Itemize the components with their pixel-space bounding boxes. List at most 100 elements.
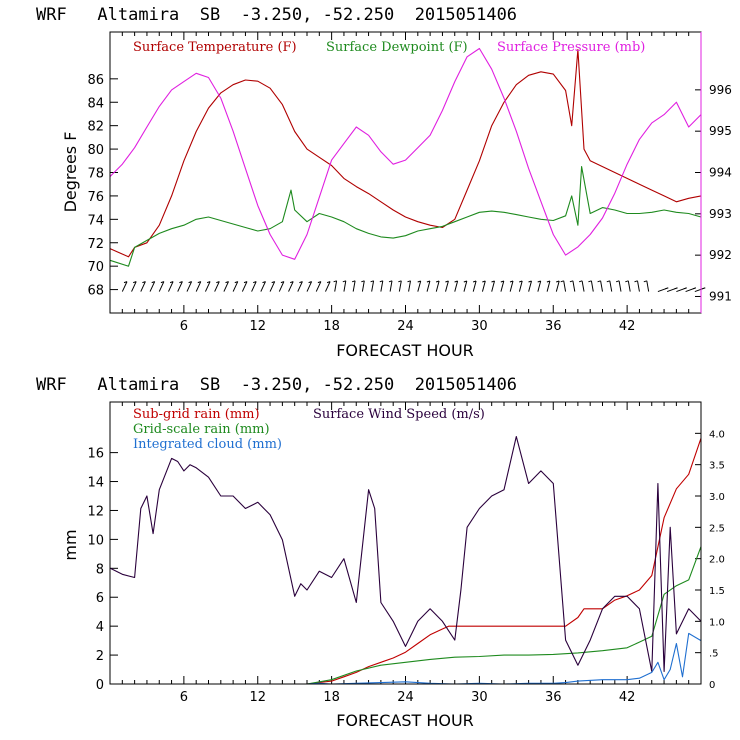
wind-barb <box>435 280 440 292</box>
x-tick-label: 42 <box>619 690 636 705</box>
y-tick-label: 72 <box>87 237 104 252</box>
wind-barb <box>260 281 266 292</box>
legend-surface-dewpoint: Surface Dewpoint (F) <box>326 40 468 55</box>
wind-barb <box>491 280 495 292</box>
wind-barb <box>518 280 523 292</box>
wind-barb <box>297 281 303 292</box>
wind-barb-flag <box>225 281 229 284</box>
wind-barb-flag <box>379 280 383 283</box>
wind-barb-flag <box>491 280 495 283</box>
wind-barb-flag <box>454 280 458 283</box>
wind-barb <box>334 280 338 292</box>
wind-barb-flag <box>342 280 346 283</box>
wind-barb <box>445 280 449 292</box>
y-tick-label: 74 <box>87 213 104 228</box>
wind-barb <box>140 281 146 292</box>
x-tick-label: 6 <box>180 319 188 334</box>
wind-barb <box>537 280 542 292</box>
wind-barb <box>581 280 585 292</box>
wind-barb <box>149 281 156 292</box>
wind-barb-flag <box>188 281 192 284</box>
legend-subgrid-rain: Sub-grid rain (mm) <box>133 407 260 422</box>
wind-barb-flag <box>674 287 678 290</box>
surface-temperature-f-line <box>109 49 702 258</box>
wind-barb-flag <box>299 281 303 284</box>
wind-barb-flag <box>472 280 477 283</box>
y2-tick-label: 993 <box>709 207 732 221</box>
y-tick-label: 76 <box>87 190 104 205</box>
wind-barb <box>380 280 384 292</box>
wind-barb <box>371 280 375 292</box>
wind-barb-flag <box>597 280 601 283</box>
wind-barb-flag <box>537 280 541 283</box>
wind-barb-flag <box>179 281 183 284</box>
surface-pressure-mb-line <box>109 47 702 260</box>
y-tick-label: 6 <box>96 591 104 606</box>
wind-barb-flag <box>123 281 128 284</box>
wind-barb-flag <box>370 280 374 283</box>
wind-barb-flag <box>333 280 337 283</box>
x-tick-label: 12 <box>249 690 266 705</box>
wind-barb-flag <box>326 281 331 284</box>
integrated-cloud-mm-line <box>110 632 702 685</box>
y-tick-label: 86 <box>87 73 104 88</box>
x-tick-label: 24 <box>397 319 414 334</box>
wind-barb-flag <box>280 281 285 284</box>
wind-barb-flag <box>169 281 174 284</box>
wind-barb <box>563 280 567 292</box>
x-tick-label: 24 <box>397 690 414 705</box>
y2-tick-label: 1.5 <box>709 586 725 597</box>
y2-tick-label: 2.5 <box>709 523 725 534</box>
wind-barb-flag <box>253 281 257 284</box>
wind-barb-flag <box>482 280 486 283</box>
wind-barb-flag <box>556 280 560 283</box>
panel2-frame <box>109 401 702 685</box>
wind-barb <box>546 280 551 292</box>
x-tick-label: 30 <box>471 690 488 705</box>
wind-barb-flag <box>702 287 706 290</box>
panel1-title: WRF Altamira SB -3.250, -52.250 20150514… <box>36 5 517 25</box>
wind-barb <box>500 280 505 292</box>
y-tick-label: 8 <box>96 562 104 577</box>
wind-barb <box>186 281 193 292</box>
y-tick-label: 14 <box>87 476 104 491</box>
wind-barbs <box>121 280 706 293</box>
wind-barb <box>251 281 257 292</box>
wind-barb <box>315 281 322 292</box>
y2-tick-label: 996 <box>709 83 732 97</box>
wind-barb <box>232 281 239 292</box>
wind-barb <box>278 281 285 292</box>
wind-barb <box>361 280 365 292</box>
wind-barb-flag <box>262 281 266 284</box>
wind-barb-flag <box>271 281 275 284</box>
wind-barb-flag <box>500 280 504 283</box>
wind-barb-flag <box>151 281 155 284</box>
x-tick-label: 12 <box>249 319 266 334</box>
x-tick-label: 18 <box>323 690 340 705</box>
x-tick-label: 30 <box>471 319 488 334</box>
wind-barb-flag <box>519 280 523 283</box>
y-tick-label: 16 <box>87 447 104 462</box>
y-tick-label: 0 <box>96 678 104 693</box>
wind-barb-flag <box>407 280 411 283</box>
wind-barb <box>618 280 622 292</box>
y2-tick-label: 992 <box>709 248 732 262</box>
panel1-xlabel: FORECAST HOUR <box>336 341 474 360</box>
wind-barb-flag <box>234 281 238 284</box>
wind-barb-flag <box>634 280 638 283</box>
wind-barb-flag <box>388 280 393 283</box>
x-tick-label: 36 <box>545 319 562 334</box>
wind-barb-flag <box>445 280 449 283</box>
y2-tick-label: 991 <box>709 289 732 303</box>
y-tick-label: 80 <box>87 143 104 158</box>
panel2-xlabel: FORECAST HOUR <box>336 711 474 730</box>
wind-barb-flag <box>665 287 669 290</box>
wind-barb <box>158 281 165 292</box>
wind-barb-flag <box>308 281 312 284</box>
y-tick-label: 84 <box>87 96 104 111</box>
wind-barb-flag <box>351 280 356 283</box>
wind-barb-flag <box>435 280 440 283</box>
wind-barb <box>481 280 486 292</box>
y-tick-label: 68 <box>87 284 104 299</box>
